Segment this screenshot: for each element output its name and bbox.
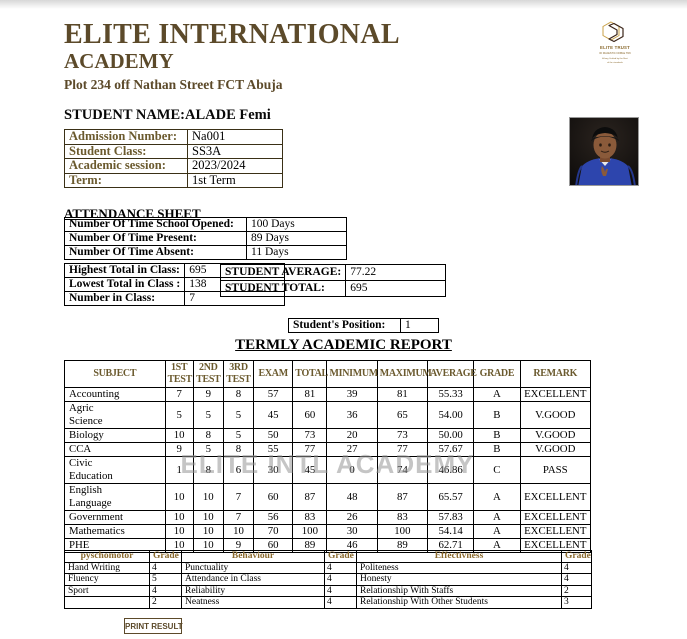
svg-text:A long Crafted by the Best: A long Crafted by the Best — [602, 57, 628, 60]
svg-text:ELITE TRUST: ELITE TRUST — [600, 45, 630, 50]
svg-text:ISLE OF MAJESTIC NOBLE TRIUMPH: ISLE OF MAJESTIC NOBLE TRIUMPH — [599, 51, 631, 55]
svg-text:of the standards: of the standards — [607, 61, 624, 64]
